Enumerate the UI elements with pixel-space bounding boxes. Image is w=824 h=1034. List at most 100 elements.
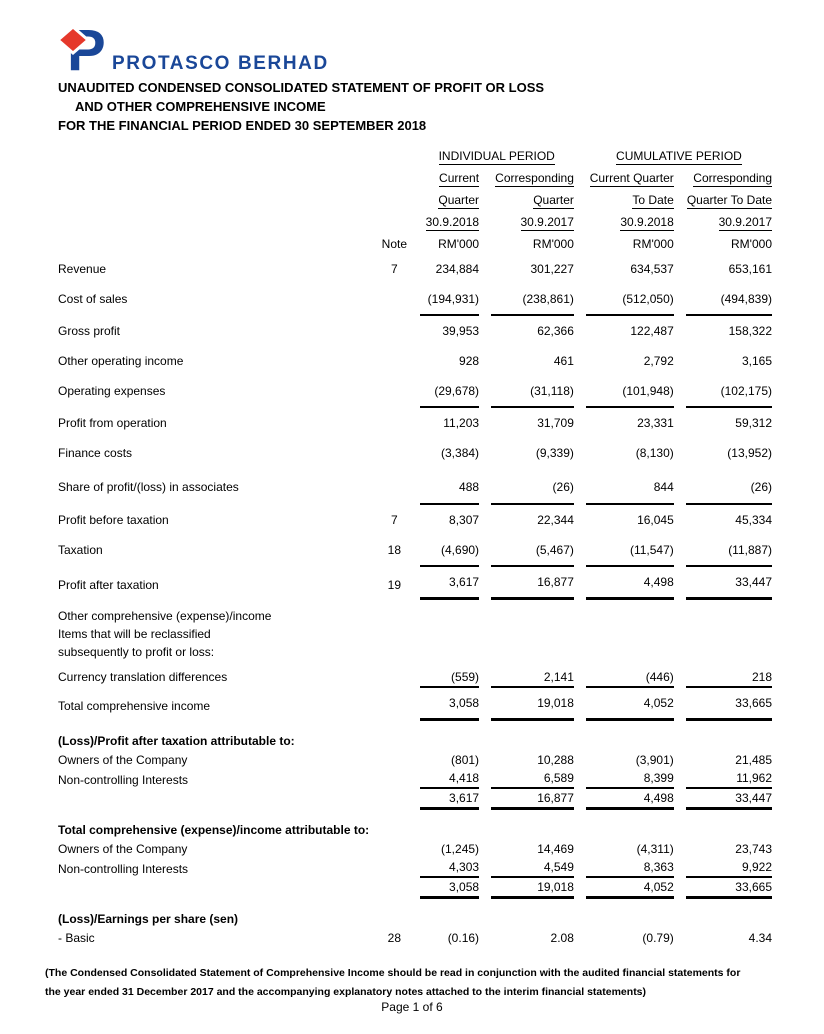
row-value-4	[686, 810, 772, 840]
col1-header-line2: Quarter	[438, 193, 480, 209]
row-value-2: 19,018	[491, 686, 574, 721]
row-value-4: 45,334	[685, 503, 772, 535]
row-label: Non-controlling Interests	[58, 773, 189, 787]
row-note	[381, 810, 407, 840]
row-value-4: 21,485	[735, 753, 772, 767]
row-label: Other comprehensive (expense)/income	[58, 609, 272, 623]
row-value-2: 16,877	[491, 565, 574, 600]
row-value-2: 4,549	[491, 858, 574, 878]
row-value-4: 3,165	[741, 354, 772, 368]
row-value-2	[491, 643, 574, 661]
row-value-3: 23,331	[585, 406, 674, 438]
row-value-2: (5,467)	[535, 543, 574, 557]
row-value-3: 4,498	[585, 789, 674, 810]
row-value-2: 6,589	[491, 769, 574, 789]
row-label: Gross profit	[58, 324, 121, 338]
row-label: Taxation	[58, 543, 103, 557]
row-note	[381, 899, 407, 929]
row-value-2: 461	[553, 354, 574, 368]
table-row: Profit before taxation 7 8,307 22,344 16,045…	[58, 503, 772, 535]
table-row: Operating expenses (29,678) (31,118) (101,9…	[58, 376, 772, 406]
row-value-1: 8,307	[419, 503, 480, 535]
row-value-3: 8,363	[585, 858, 674, 878]
row-note	[381, 625, 407, 643]
table-row: (Loss)/Profit after taxation attributabl…	[58, 721, 772, 751]
title-line-3: FOR THE FINANCIAL PERIOD ENDED 30 SEPTEM…	[58, 118, 427, 133]
row-value-1: (4,690)	[441, 543, 480, 557]
row-value-4: (13,952)	[727, 446, 772, 460]
row-label: Currency translation differences	[58, 670, 228, 684]
col4-header-line2: Quarter To Date	[686, 193, 772, 209]
col4-header-line1: Corresponding	[693, 171, 772, 187]
table-row: Owners of the Company (1,245) 14,469 (4,311…	[58, 840, 772, 858]
row-note	[381, 686, 407, 721]
row-label: - Basic	[58, 931, 95, 945]
row-note	[381, 346, 407, 376]
row-note	[381, 751, 407, 769]
row-value-3: (4,311)	[636, 842, 674, 856]
row-value-1: (0.16)	[447, 931, 480, 945]
row-label	[58, 789, 369, 810]
table-row: Total comprehensive income 3,058 19,018 4,0…	[58, 686, 772, 721]
row-value-2	[491, 899, 574, 929]
row-value-3	[586, 810, 674, 840]
row-label: Total comprehensive income	[58, 699, 211, 713]
row-value-4: 9,922	[685, 858, 772, 878]
row-value-3: 634,537	[630, 262, 674, 276]
row-value-2: (31,118)	[530, 384, 574, 398]
col4-header-unit: RM'000	[731, 237, 772, 251]
statement-footnote: (The Condensed Consolidated Statement of…	[45, 967, 741, 998]
row-label: Items that will be reclassified	[58, 627, 211, 641]
cumulative-period-header-cell: CUMULATIVE PERIOD	[586, 146, 772, 168]
row-value-1: 4,303	[419, 858, 480, 878]
col3-header-date: 30.9.2018	[620, 215, 674, 231]
row-value-3	[586, 625, 674, 643]
col3-header-unit: RM'000	[632, 237, 674, 251]
row-value-1: (29,678)	[434, 384, 480, 398]
row-value-4: (11,887)	[728, 543, 772, 557]
row-value-4: (494,839)	[720, 292, 772, 306]
row-value-2	[491, 600, 574, 625]
row-label: Revenue	[58, 262, 107, 276]
row-value-2: 62,366	[491, 314, 574, 346]
row-value-2: 301,227	[530, 262, 574, 276]
row-note	[381, 468, 407, 503]
statement-page: P PROTASCO BERHAD UNAUDITED CONDENSED CO…	[45, 24, 784, 998]
row-value-2	[491, 625, 574, 643]
row-note	[381, 438, 407, 468]
row-value-2	[491, 810, 574, 840]
row-value-1: 4,418	[419, 769, 480, 789]
row-note	[381, 643, 407, 661]
row-value-1: (1,245)	[441, 842, 480, 856]
table-row: 3,058 19,018 4,052 33,665	[58, 878, 772, 899]
table-row: Non-controlling Interests 4,418 6,589 8,399…	[58, 769, 772, 789]
row-note: 19	[387, 578, 402, 592]
row-value-4: 23,743	[735, 842, 772, 856]
row-label: Other operating income	[58, 354, 184, 368]
row-value-3: (0.79)	[642, 931, 674, 945]
row-note: 7	[391, 513, 398, 527]
row-note: 7	[391, 262, 398, 276]
individual-period-header-cell: INDIVIDUAL PERIOD	[420, 146, 574, 168]
table-row: - Basic 28 (0.16) 2.08 (0.79) 4.34	[58, 929, 772, 947]
row-note	[381, 878, 407, 899]
row-value-2: 2,141	[543, 670, 574, 684]
row-value-3: 4,498	[585, 565, 674, 600]
column-header-row-1: Current Corresponding Current Quarter Co…	[58, 168, 772, 190]
table-row: 3,617 16,877 4,498 33,447	[58, 789, 772, 810]
col2-header-line2: Quarter	[533, 193, 574, 209]
row-value-1: 11,203	[419, 406, 480, 438]
row-value-3: (512,050)	[622, 292, 674, 306]
table-row: Finance costs (3,384) (9,339) (8,130) (13,95…	[58, 438, 772, 468]
statement-table: INDIVIDUAL PERIOD CUMULATIVE PERIOD Curr…	[46, 146, 784, 947]
row-value-4: 33,447	[685, 789, 772, 810]
table-row: Items that will be reclassified	[58, 625, 772, 643]
table-row: Share of profit/(loss) in associates 488 (…	[58, 468, 772, 503]
col2-header-unit: RM'000	[532, 237, 574, 251]
row-value-1	[420, 643, 480, 661]
row-note	[381, 314, 407, 346]
row-value-2	[491, 721, 574, 751]
row-value-4: 218	[751, 670, 772, 684]
row-note	[381, 840, 407, 858]
row-value-2: 22,344	[491, 503, 574, 535]
